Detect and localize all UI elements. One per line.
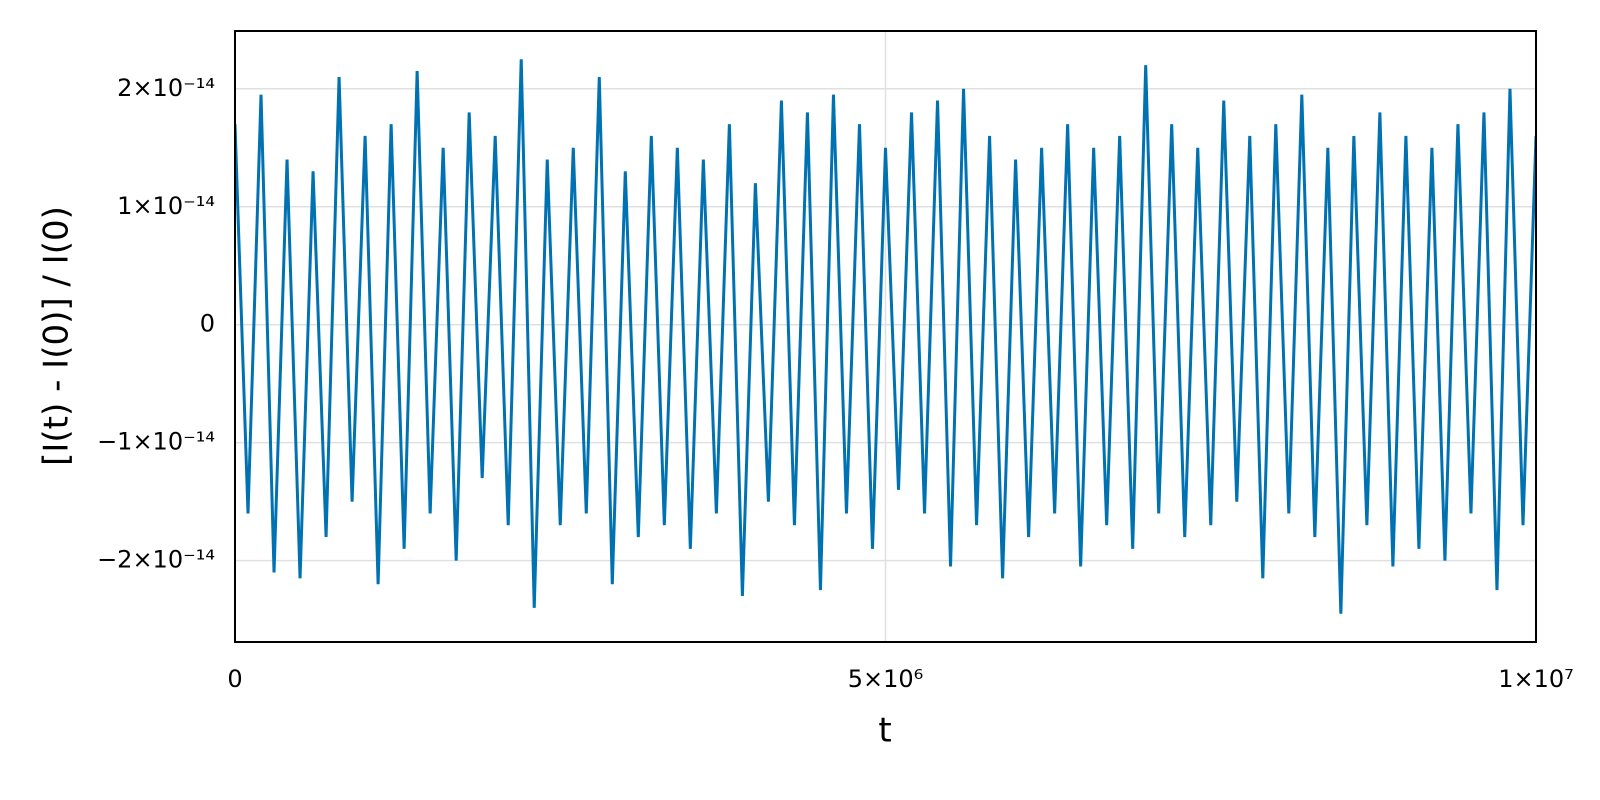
plot-area [235,59,1536,614]
x-tick-label: 5×10⁶ [848,665,924,693]
x-tick-label: 0 [227,665,242,693]
y-axis-title: [I(t) - I(0)] / I(0) [37,206,77,466]
y-tick-label: −1×10⁻¹⁴ [97,428,215,456]
data-line [235,59,1536,614]
y-tick-label: 1×10⁻¹⁴ [117,192,215,220]
grid [234,31,1537,642]
plot-frame [234,30,1537,643]
x-axis-title: t [878,711,891,751]
y-tick-label: 2×10⁻¹⁴ [117,74,215,102]
x-tick-label: 1×10⁷ [1498,665,1574,693]
y-tick-label: −2×10⁻¹⁴ [97,546,215,574]
y-tick-label: 0 [200,310,215,338]
